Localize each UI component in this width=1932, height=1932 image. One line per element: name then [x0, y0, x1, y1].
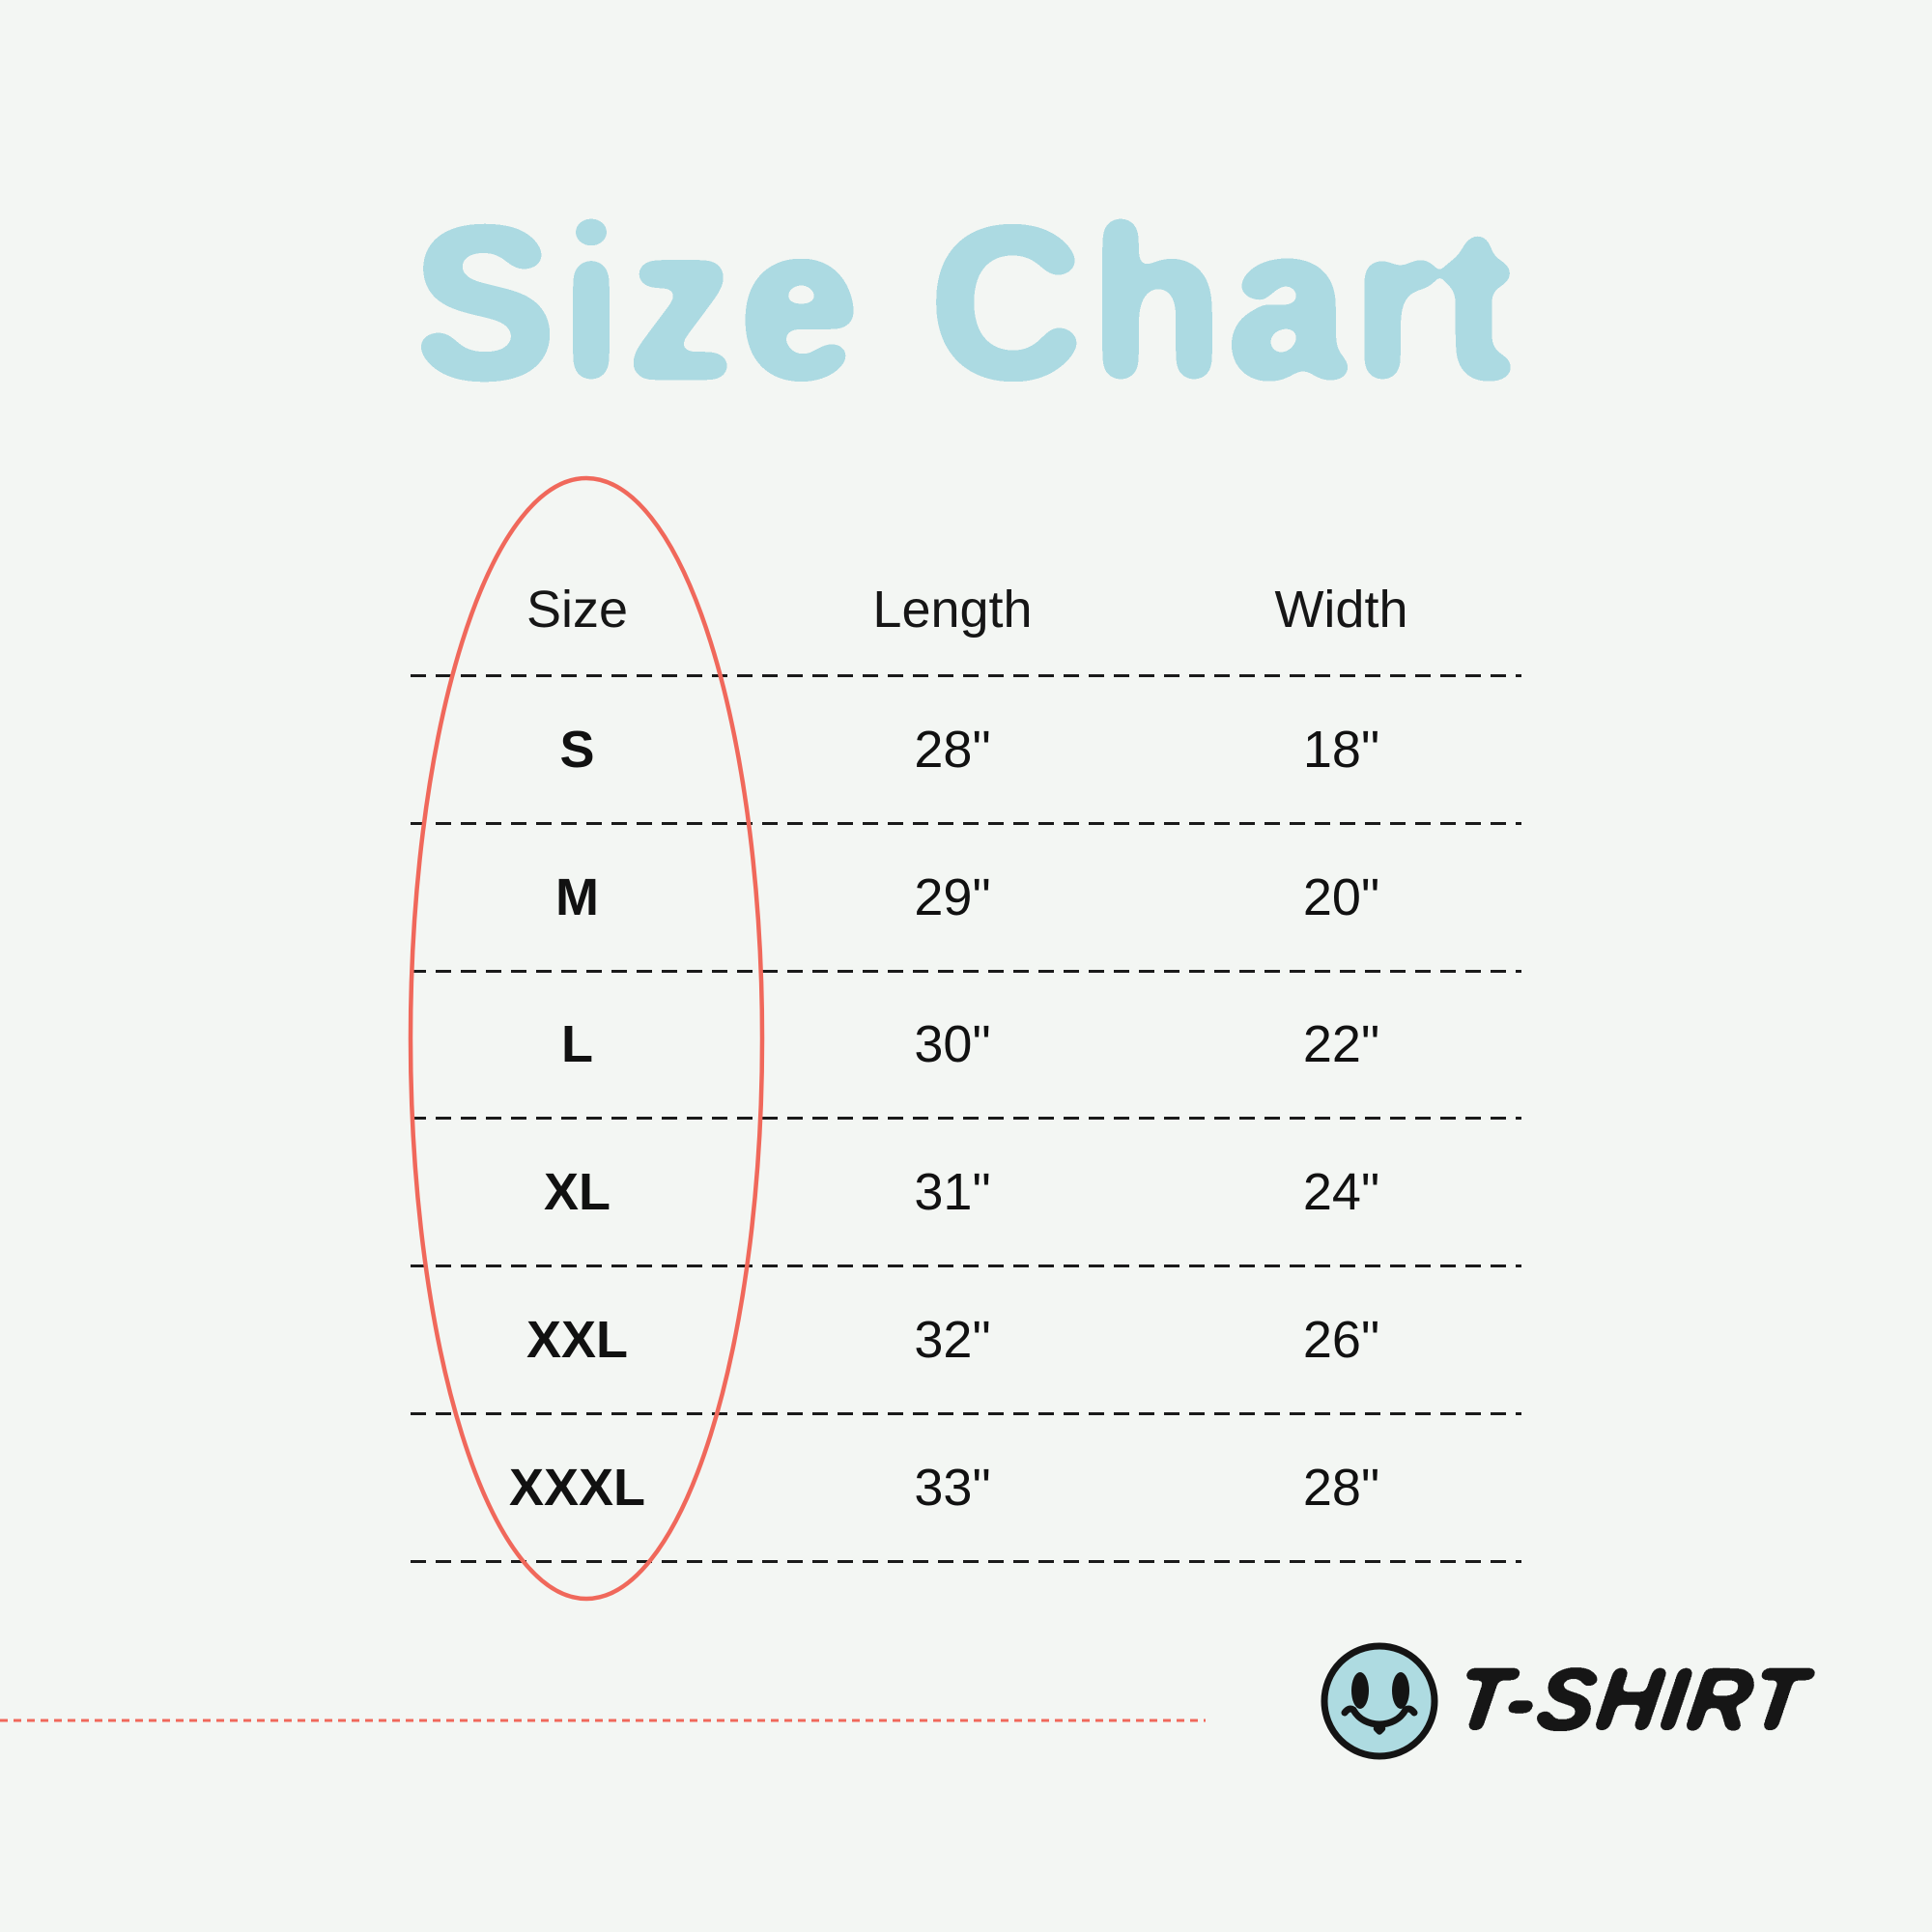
svg-text:T-SHIRT: T-SHIRT: [1450, 1651, 1818, 1748]
svg-text:Size Chart: Size Chart: [412, 184, 1520, 423]
